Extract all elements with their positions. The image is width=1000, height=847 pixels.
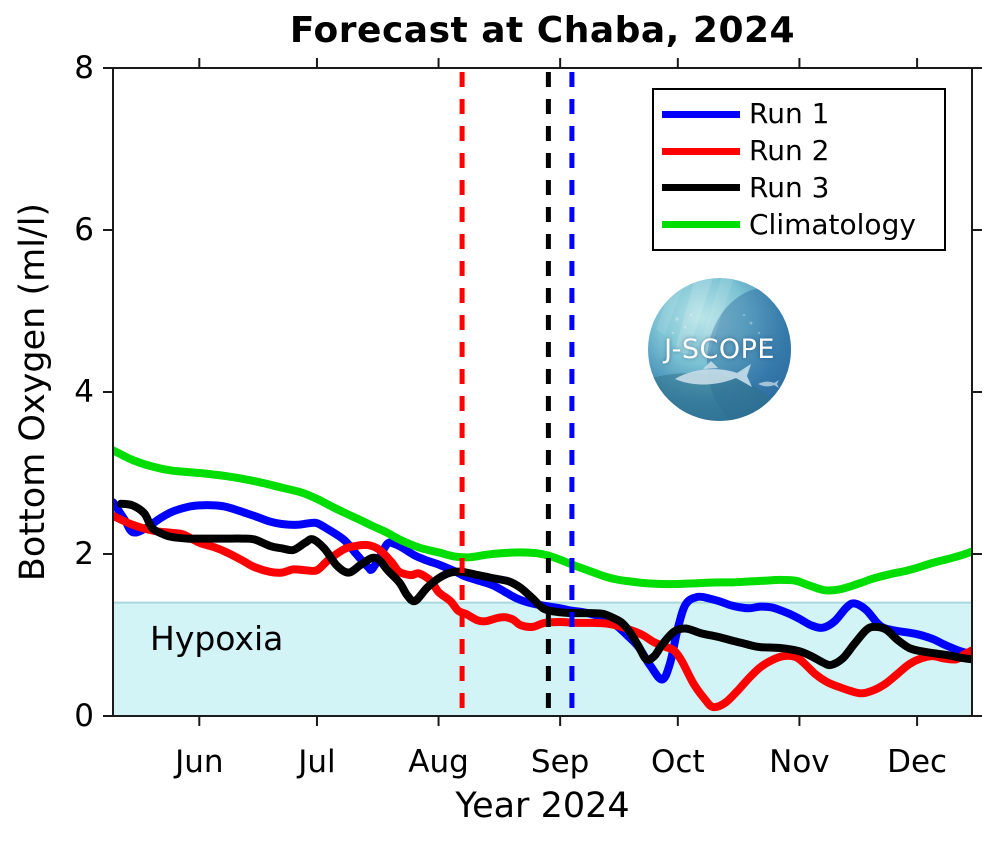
light-ray xyxy=(675,278,715,355)
legend-swatch-climatology xyxy=(662,221,740,229)
legend-label: Run 2 xyxy=(749,134,830,168)
legend: Run 1 Run 2 Run 3 Climatology xyxy=(652,88,946,251)
x-tick-label: Oct xyxy=(651,744,705,780)
x-tick-label: Jul xyxy=(298,744,336,780)
x-tick-label: Dec xyxy=(887,744,948,780)
hypoxia-region-label: Hypoxia xyxy=(150,619,284,658)
x-axis-label: Year 2024 xyxy=(455,786,630,826)
y-tick-label: 0 xyxy=(74,698,94,734)
legend-item: Run 2 xyxy=(662,136,944,166)
jscope-logo xyxy=(648,278,791,421)
x-tick-label: Sep xyxy=(530,744,590,780)
series-group xyxy=(113,446,972,712)
fish-fin xyxy=(703,361,718,369)
fish-silhouette xyxy=(675,364,752,387)
x-tick-label: Jun xyxy=(175,744,224,780)
light-ray xyxy=(697,278,736,359)
x-tick-label: Nov xyxy=(769,744,830,780)
legend-swatch-run-2 xyxy=(662,147,740,155)
logo-text: J-SCOPE xyxy=(664,334,775,365)
legend-label: Climatology xyxy=(749,207,916,241)
series-line-run-2 xyxy=(113,511,972,712)
series-line-climatology xyxy=(113,446,972,595)
y-tick-label: 2 xyxy=(74,536,94,572)
legend-item: Run 1 xyxy=(662,99,944,129)
legend-swatch-run-3 xyxy=(662,184,740,192)
legend-item: Run 3 xyxy=(662,170,944,204)
y-tick-label: 4 xyxy=(74,374,94,410)
legend-label: Run 1 xyxy=(749,97,830,131)
y-tick-label: 8 xyxy=(74,50,94,86)
y-tick-label: 6 xyxy=(74,212,94,248)
series-line-run-3 xyxy=(116,499,972,670)
legend-swatch-run-1 xyxy=(662,110,740,118)
x-tick-label: Aug xyxy=(408,744,469,780)
legend-item: Climatology xyxy=(662,207,944,241)
legend-label: Run 3 xyxy=(749,170,830,204)
small-fish-silhouette xyxy=(758,380,779,388)
chart-title: Forecast at Chaba, 2024 xyxy=(289,10,796,51)
